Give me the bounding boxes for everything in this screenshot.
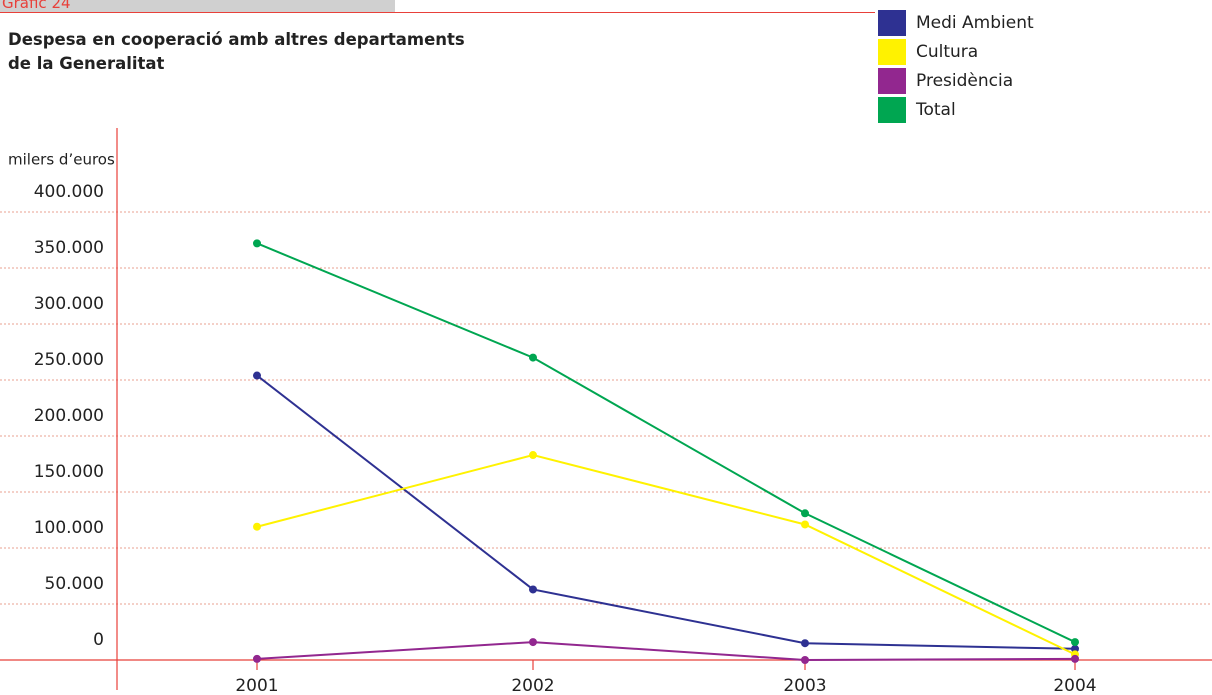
series-line (256, 242, 1076, 643)
data-point (529, 585, 537, 594)
data-point (529, 353, 537, 362)
x-tick-label: 2003 (783, 676, 826, 695)
y-tick-label: 300.000 (34, 294, 104, 314)
y-tick-label: 150.000 (34, 462, 104, 482)
legend-label: Total (915, 100, 956, 120)
data-point (529, 451, 537, 460)
y-tick-label: 350.000 (34, 238, 104, 258)
y-tick-label: 50.000 (45, 574, 104, 594)
y-tick-label: 0 (93, 630, 104, 650)
header-rule (0, 12, 875, 13)
y-axis-label: milers d’euros (8, 151, 115, 169)
series-line (256, 641, 1076, 662)
data-point (801, 656, 809, 664)
x-tick-label: 2001 (235, 676, 278, 695)
data-point (1071, 654, 1079, 663)
data-point (801, 639, 809, 648)
data-point (253, 522, 261, 531)
legend-label: Presidència (916, 71, 1013, 91)
y-tick-label: 200.000 (34, 406, 104, 426)
legend-label: Cultura (916, 42, 978, 62)
x-tick-label: 2002 (511, 676, 554, 695)
y-tick-label: 250.000 (34, 350, 104, 370)
legend-swatch (878, 39, 906, 65)
data-point (529, 638, 537, 647)
y-tick-label: 100.000 (34, 518, 104, 538)
data-point (1071, 638, 1079, 647)
data-point (801, 509, 809, 518)
series-line (256, 454, 1076, 656)
data-point (253, 654, 261, 663)
legend-swatch (878, 97, 906, 123)
legend-swatch (878, 10, 906, 36)
chart-title: Despesa en cooperació amb altres departa… (8, 30, 465, 73)
data-point (1071, 644, 1079, 653)
data-point (253, 371, 261, 380)
y-tick-label: 400.000 (34, 182, 104, 202)
x-tick-label: 2004 (1053, 676, 1096, 695)
legend-label: Medi Ambient (916, 13, 1034, 33)
data-point (801, 520, 809, 529)
figure-label: Gràfic 24 (0, 0, 395, 12)
series-line (256, 374, 1076, 650)
legend-swatch (878, 68, 906, 94)
data-point (253, 239, 261, 248)
